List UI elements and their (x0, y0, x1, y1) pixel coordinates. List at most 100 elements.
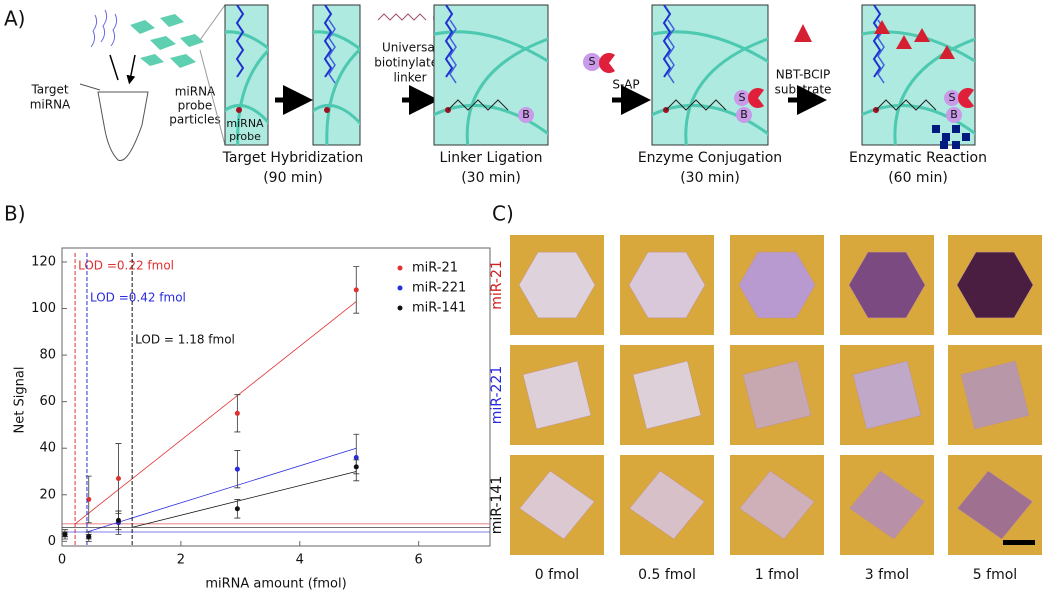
point (234, 466, 240, 472)
product (952, 125, 960, 133)
streptavidin-label: S (949, 91, 956, 104)
substrate (874, 20, 890, 34)
streptavidin-icon: S (589, 55, 596, 68)
particle (957, 470, 1033, 540)
row-label: miR-21 (489, 260, 505, 310)
target-strand (449, 19, 457, 84)
step-time: (30 min) (461, 170, 521, 186)
substrate-label: NBT-BCIP (776, 68, 831, 82)
biotin (946, 107, 962, 123)
particle (522, 360, 592, 430)
box (224, 4, 269, 146)
fibers (652, 5, 768, 145)
sap-label: S-AP (612, 78, 639, 92)
x-tick-label: 6 (415, 553, 423, 568)
step-time: (60 min) (888, 170, 948, 186)
fit-line (86, 447, 357, 533)
particle (849, 470, 925, 540)
particle (739, 470, 815, 540)
y-tick-label: 120 (31, 254, 56, 269)
particles-label: particles (169, 113, 221, 127)
legend-label: miR-221 (412, 281, 466, 296)
y-tick-label: 80 (39, 348, 56, 363)
linker-label: linker (393, 71, 426, 85)
biotin-label: B (522, 108, 530, 121)
x-axis-label: miRNA amount (fmol) (205, 577, 346, 592)
target-strand (328, 19, 336, 84)
column-label: 5 fmol (973, 567, 1017, 583)
point (353, 455, 359, 461)
target-strand (667, 19, 675, 84)
y-tick-label: 60 (39, 394, 56, 409)
probe-end (236, 107, 242, 113)
panel-label: B) (4, 202, 26, 226)
scale-bar (1003, 540, 1035, 545)
probe-label: miRNA (226, 117, 264, 130)
particles-label: miRNA (175, 85, 216, 99)
lod-label: LOD =0.22 fmol (78, 259, 174, 273)
product (942, 133, 950, 141)
particle (519, 470, 595, 540)
probe-strand (662, 5, 672, 78)
step-name: Enzyme Conjugation (638, 150, 782, 166)
particle (848, 251, 926, 319)
linker-label: biotinylated (374, 56, 445, 70)
streptavidin (944, 90, 960, 106)
particle (852, 360, 922, 430)
point (62, 531, 68, 537)
enzyme (958, 88, 974, 108)
column-label: 0.5 fmol (638, 567, 696, 583)
particles-label: probe (178, 99, 213, 113)
target-label: Target (30, 83, 68, 97)
point (115, 475, 121, 481)
panel-label: A) (4, 7, 25, 31)
step-time: (30 min) (680, 170, 740, 186)
linker-label: Universal (382, 41, 438, 55)
substrate (896, 35, 912, 49)
plot-frame (61, 247, 491, 547)
step-time: (90 min) (263, 170, 323, 186)
image-grid: miR-21 miR-221 miR-141 0 fmol 0.5 fmol 1 fmol… (489, 235, 1042, 583)
particle (956, 251, 1034, 319)
point (86, 534, 92, 540)
column-label: 0 fmol (535, 567, 579, 583)
point (234, 410, 240, 416)
streptavidin (734, 90, 750, 106)
product (940, 141, 948, 149)
biotin-label: B (740, 108, 748, 121)
target-label: miRNA (30, 98, 71, 112)
particle (742, 360, 812, 430)
particle (632, 360, 702, 430)
x-tick-label: 2 (177, 553, 185, 568)
row-label: miR-221 (489, 366, 505, 424)
probe-strand (235, 5, 245, 78)
box (312, 4, 361, 146)
point (353, 287, 359, 293)
y-axis-label: Net Signal (13, 367, 28, 434)
point (234, 506, 240, 512)
fiber (434, 30, 548, 145)
y-tick-label: 0 (48, 534, 56, 549)
point (353, 464, 359, 470)
icons (79, 4, 827, 162)
particle (738, 251, 816, 319)
fibers (225, 5, 268, 145)
streptavidin-label: S (739, 91, 746, 104)
product (952, 141, 960, 149)
substrate-label: substrate (775, 83, 832, 97)
fit-line (74, 301, 357, 525)
x-tick-label: 0 (58, 553, 66, 568)
biotin-label: B (950, 108, 958, 121)
probe-strand (872, 5, 882, 78)
product (962, 133, 970, 141)
row-label: miR-141 (489, 476, 505, 534)
column-label: 3 fmol (865, 567, 909, 583)
linker (665, 99, 727, 111)
step-name: Target Hybridization (222, 150, 364, 166)
probe-strand (444, 5, 454, 78)
legend-marker (397, 285, 403, 291)
fiber (313, 30, 360, 145)
point (86, 496, 92, 502)
fiber (652, 30, 768, 145)
